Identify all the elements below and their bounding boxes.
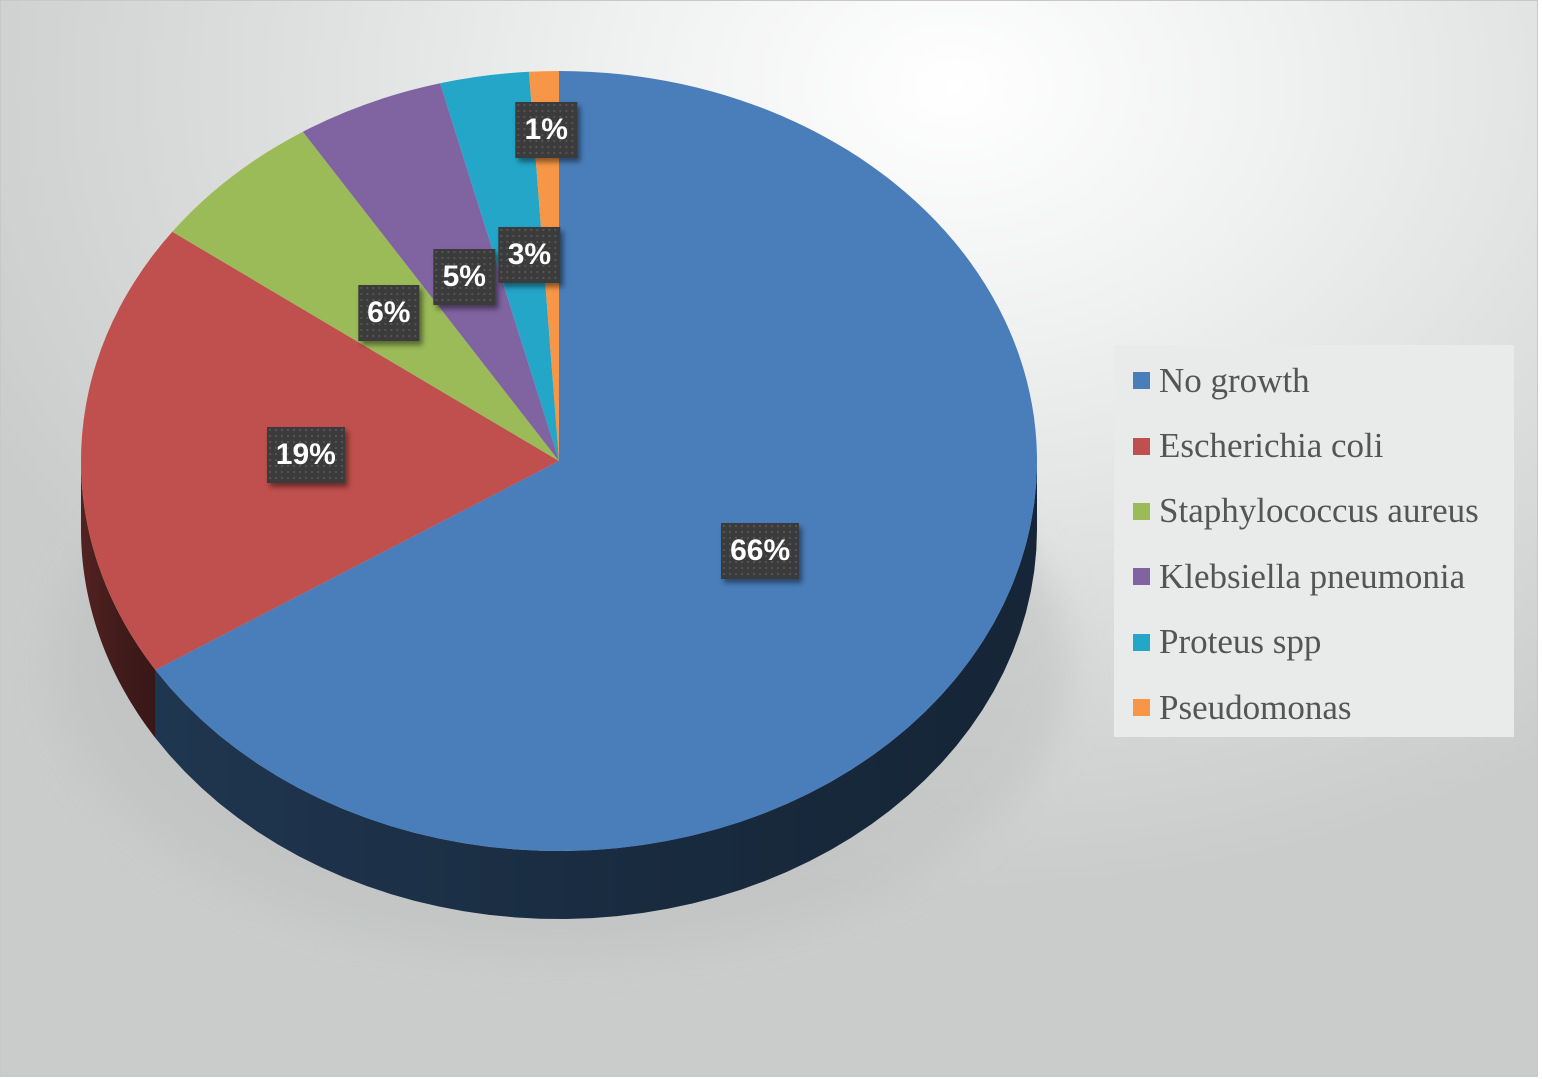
legend-item-proteus-spp: Proteus spp (1133, 610, 1514, 675)
legend-label: Klebsiella pneumonia (1159, 556, 1466, 596)
data-label-klebsiella-pneumonia: 5% (433, 248, 495, 305)
legend-item-pseudomonas: Pseudomonas (1133, 675, 1514, 740)
legend-swatch (1133, 372, 1150, 390)
legend-swatch (1133, 502, 1150, 520)
legend-swatch (1133, 568, 1150, 586)
legend-label: Escherichia coli (1159, 426, 1384, 466)
legend-label: Staphylococcus aureus (1159, 491, 1479, 531)
pie-side-escherichia-coli-shade (81, 461, 156, 738)
legend-label: No growth (1159, 360, 1310, 400)
legend: No growth Escherichia coli Staphylococcus … (1114, 345, 1514, 737)
legend-swatch (1133, 699, 1150, 717)
pie-slice-no-growth (155, 71, 1038, 851)
pie-sides (81, 461, 1037, 919)
pie-tops (80, 71, 1038, 851)
legend-item-no-growth: No growth (1133, 348, 1514, 413)
legend-item-escherichia-coli: Escherichia coli (1133, 413, 1514, 478)
data-label-no-growth: 66% (721, 523, 800, 580)
legend-label: Pseudomonas (1159, 687, 1352, 727)
legend-label: Proteus spp (1159, 622, 1322, 662)
data-label-escherichia-coli: 19% (266, 426, 345, 483)
legend-item-staphylococcus-aureus: Staphylococcus aureus (1133, 479, 1514, 544)
data-label-proteus-spp: 3% (498, 226, 561, 283)
legend-swatch (1133, 633, 1150, 651)
pie-slice-klebsiella-pneumonia (302, 83, 559, 461)
data-label-staphylococcus-aureus: 6% (358, 285, 420, 342)
pie-side-no-growth-shade (155, 461, 1037, 919)
legend-swatch (1133, 437, 1150, 455)
data-label-pseudomonas: 1% (515, 101, 577, 158)
legend-item-klebsiella-pneumonia: Klebsiella pneumonia (1133, 544, 1514, 609)
